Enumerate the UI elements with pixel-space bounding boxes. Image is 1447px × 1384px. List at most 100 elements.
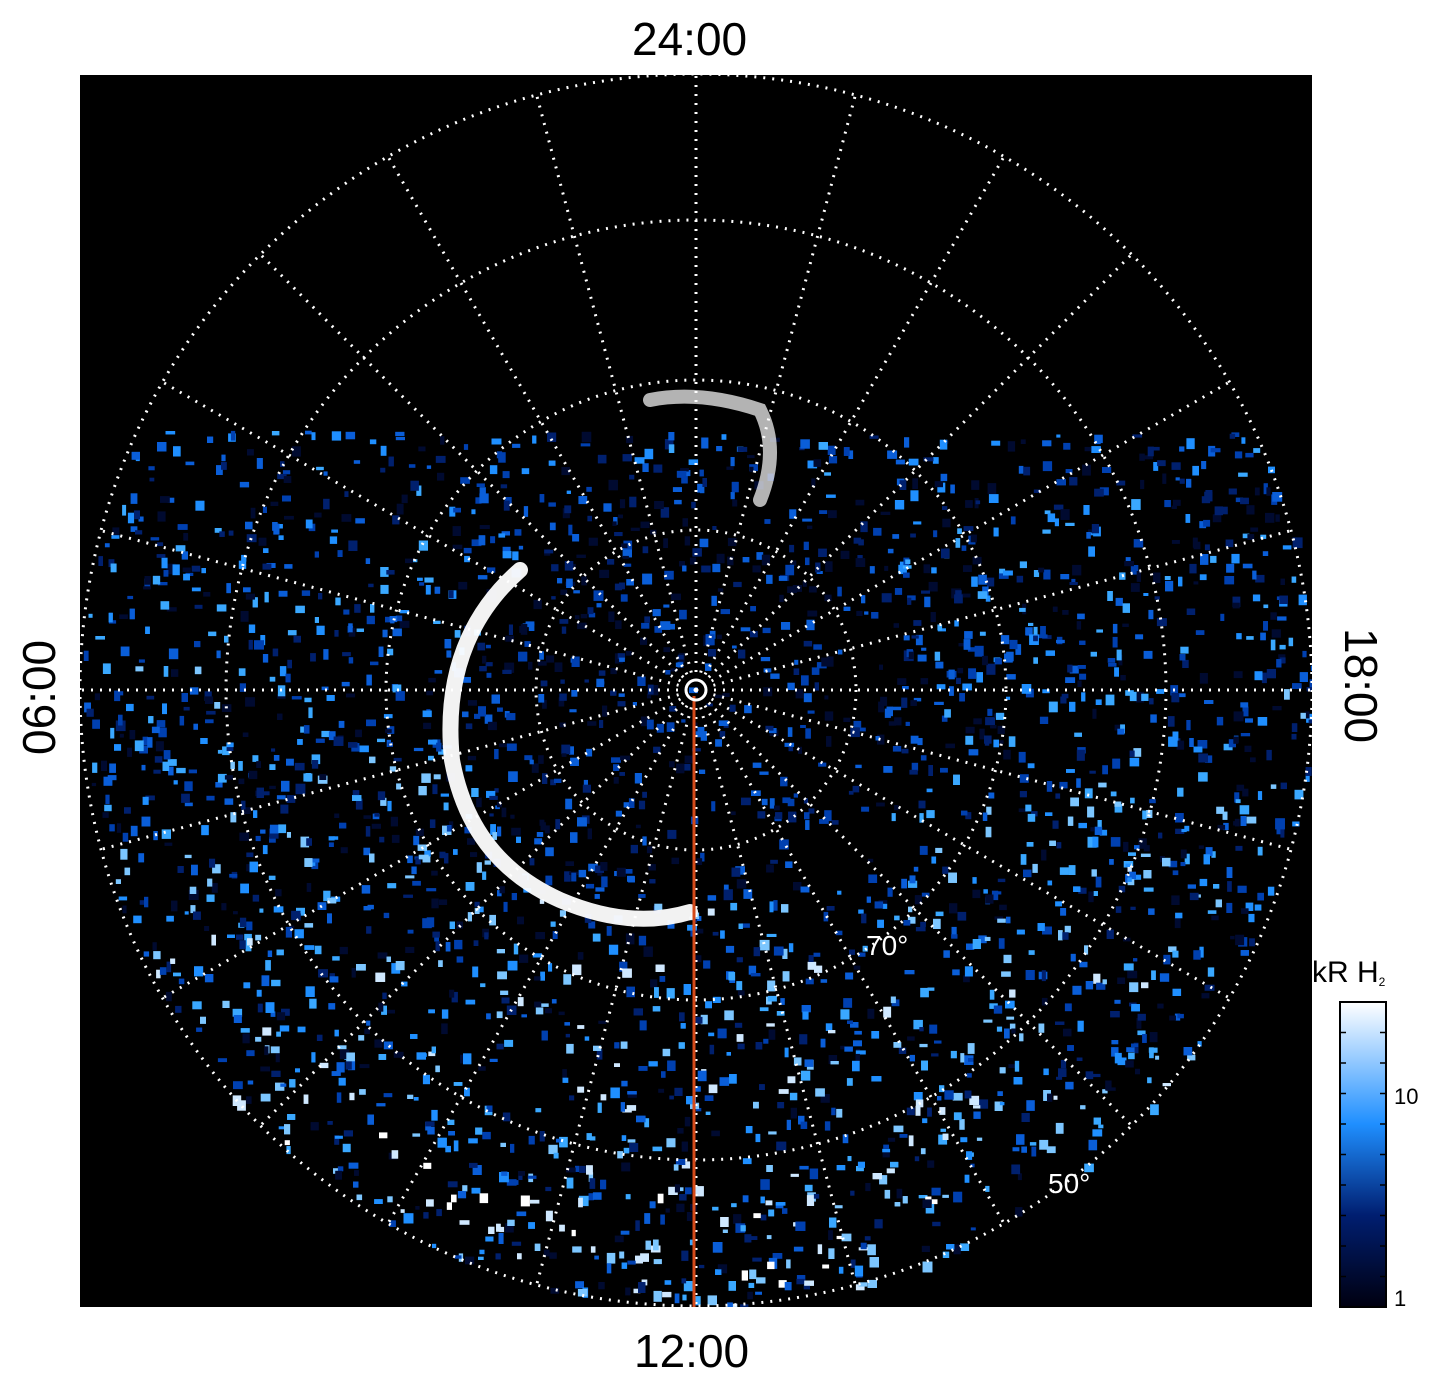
emission-pixel xyxy=(626,579,634,586)
emission-pixel xyxy=(428,755,434,761)
emission-pixel xyxy=(311,754,321,765)
emission-pixel xyxy=(919,845,928,855)
emission-pixel xyxy=(1204,700,1214,704)
emission-pixel xyxy=(1291,733,1297,740)
emission-pixel xyxy=(432,931,440,938)
emission-pixel xyxy=(913,521,922,525)
emission-pixel xyxy=(953,774,960,785)
emission-pixel xyxy=(818,548,827,557)
emission-pixel xyxy=(807,961,817,970)
emission-pixel xyxy=(617,1151,623,1159)
emission-pixel xyxy=(163,570,169,577)
emission-pixel xyxy=(355,518,365,524)
emission-pixel xyxy=(1044,510,1051,515)
emission-pixel xyxy=(130,526,138,532)
emission-pixel xyxy=(952,969,960,976)
emission-pixel xyxy=(963,565,972,572)
emission-pixel xyxy=(583,779,588,788)
emission-pixel xyxy=(387,648,394,656)
emission-pixel xyxy=(799,1034,808,1045)
emission-pixel xyxy=(626,986,635,998)
emission-pixel xyxy=(271,1070,281,1077)
emission-pixel xyxy=(954,594,963,604)
emission-pixel xyxy=(1156,618,1167,627)
emission-pixel xyxy=(1165,580,1174,592)
emission-pixel xyxy=(278,590,288,597)
emission-pixel xyxy=(222,1000,230,1008)
emission-pixel xyxy=(920,755,927,761)
emission-pixel xyxy=(588,921,596,929)
emission-pixel xyxy=(780,776,788,787)
emission-pixel xyxy=(669,706,677,712)
emission-pixel xyxy=(966,1151,973,1160)
emission-pixel xyxy=(184,911,189,915)
emission-pixel xyxy=(1122,603,1130,613)
emission-pixel xyxy=(517,916,524,925)
emission-pixel xyxy=(145,626,150,634)
emission-pixel xyxy=(395,691,405,701)
emission-pixel xyxy=(341,514,352,522)
emission-pixel xyxy=(1007,441,1016,452)
emission-pixel xyxy=(1149,698,1154,705)
emission-pixel xyxy=(1127,877,1132,882)
emission-pixel xyxy=(1201,993,1210,999)
emission-pixel xyxy=(157,442,167,452)
emission-pixel xyxy=(479,1193,489,1204)
emission-pixel xyxy=(173,972,181,977)
emission-pixel xyxy=(138,659,145,663)
emission-pixel xyxy=(413,747,424,752)
emission-pixel xyxy=(528,661,533,670)
emission-pixel xyxy=(619,961,628,972)
emission-pixel xyxy=(335,597,341,606)
emission-pixel xyxy=(1309,679,1312,690)
emission-pixel xyxy=(815,1088,825,1097)
emission-pixel xyxy=(597,1102,602,1113)
emission-pixel xyxy=(275,1082,285,1091)
emission-pixel xyxy=(241,800,246,810)
emission-pixel xyxy=(371,823,381,829)
emission-pixel xyxy=(800,886,810,893)
emission-pixel xyxy=(192,1001,202,1010)
emission-pixel xyxy=(1014,1060,1020,1072)
emission-pixel xyxy=(920,678,929,685)
emission-pixel xyxy=(1179,446,1185,452)
emission-pixel xyxy=(351,967,356,978)
emission-pixel xyxy=(254,640,264,650)
emission-pixel xyxy=(942,1133,949,1140)
emission-pixel xyxy=(684,536,691,546)
emission-pixel xyxy=(442,825,452,835)
emission-pixel xyxy=(671,857,680,865)
emission-pixel xyxy=(474,901,480,907)
emission-pixel xyxy=(1263,483,1268,495)
emission-pixel xyxy=(753,1213,761,1219)
emission-pixel xyxy=(1143,593,1149,596)
emission-pixel xyxy=(129,608,135,620)
meridian-line xyxy=(100,529,697,692)
emission-pixel xyxy=(1150,1104,1159,1116)
emission-pixel xyxy=(108,612,113,623)
emission-pixel xyxy=(621,1162,631,1172)
emission-pixel xyxy=(620,1041,628,1049)
emission-pixel xyxy=(943,950,950,958)
emission-pixel xyxy=(991,440,1001,446)
emission-pixel xyxy=(311,760,319,769)
emission-pixel xyxy=(1084,1163,1094,1173)
emission-pixel xyxy=(550,1287,560,1294)
emission-pixel xyxy=(502,471,510,479)
emission-pixel xyxy=(913,1019,923,1030)
emission-pixel xyxy=(998,938,1005,949)
emission-pixel xyxy=(1245,452,1254,458)
emission-pixel xyxy=(915,927,926,932)
emission-pixel xyxy=(619,772,625,776)
emission-pixel xyxy=(707,895,717,901)
emission-pixel xyxy=(348,540,358,551)
emission-pixel xyxy=(664,1280,672,1285)
emission-pixel xyxy=(1235,845,1243,851)
emission-pixel xyxy=(650,685,659,696)
emission-pixel xyxy=(467,912,472,922)
emission-pixel xyxy=(782,971,790,982)
emission-pixel xyxy=(600,862,608,871)
emission-pixel xyxy=(517,1253,522,1260)
emission-pixel xyxy=(369,439,377,445)
emission-pixel xyxy=(1008,736,1016,747)
